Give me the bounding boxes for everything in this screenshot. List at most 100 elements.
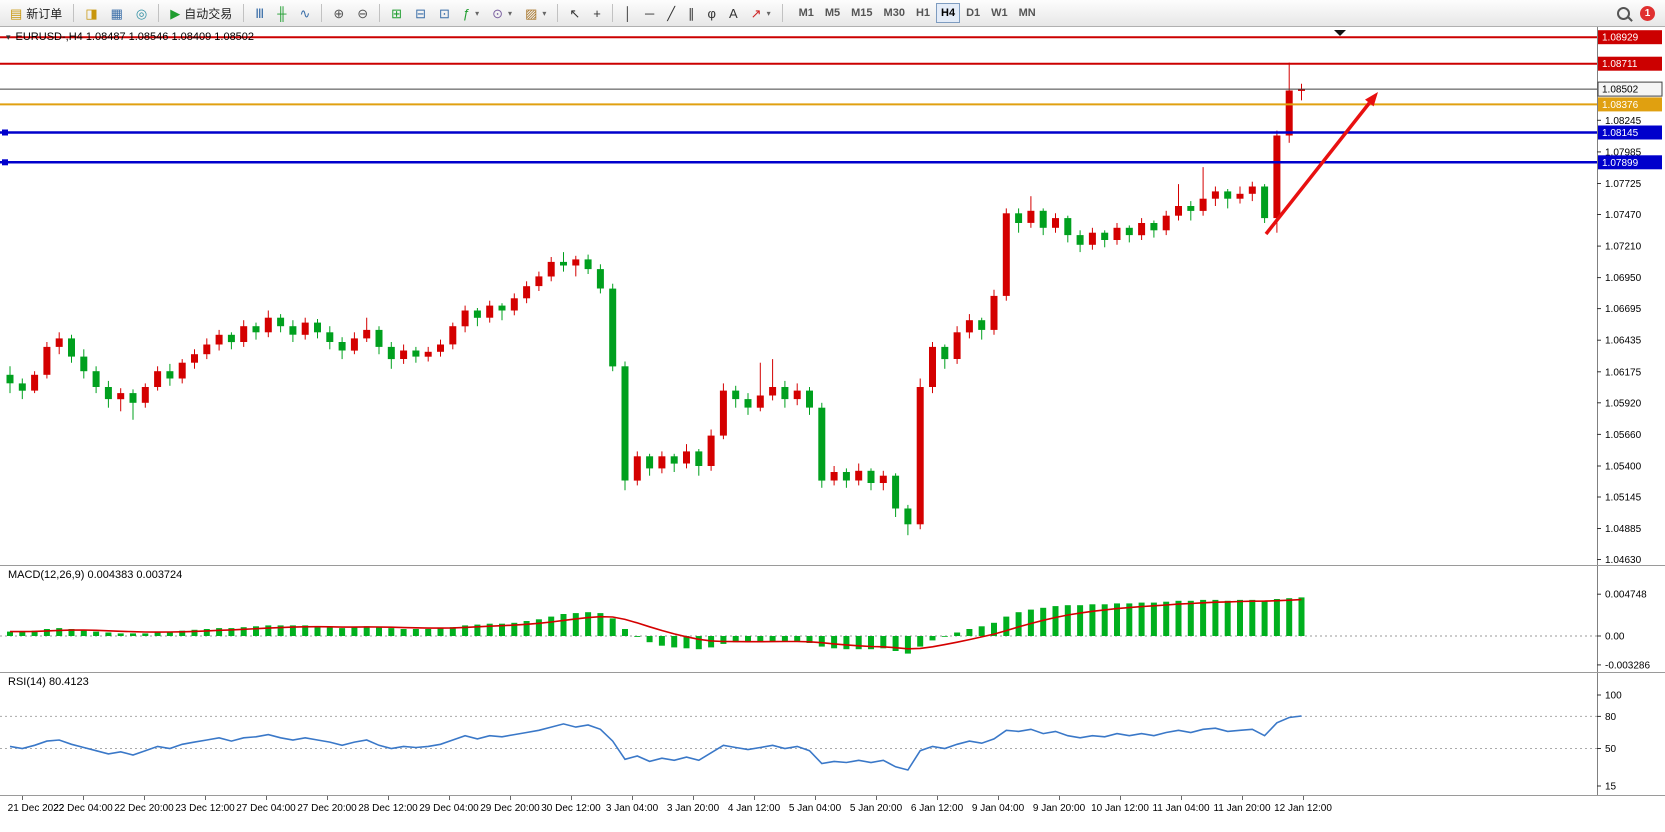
macd-bar (93, 631, 100, 636)
macd-bar (843, 636, 850, 650)
tf-d1-button[interactable]: D1 (961, 3, 985, 23)
candle-body (867, 470, 875, 483)
price-tick-label: 1.07470 (1605, 210, 1642, 221)
tf-m15-button[interactable]: M15 (846, 3, 877, 23)
time-label: 6 Jan 12:00 (910, 803, 964, 814)
new-order-button[interactable]: ▤ 新订单 (4, 2, 68, 24)
arrange-windows-button[interactable]: ⊡ (433, 2, 456, 24)
arrows-tool-button[interactable]: ↗ ▾ (745, 2, 777, 24)
tile-windows-button[interactable]: ⊞ (385, 2, 408, 24)
macd-bar (1163, 601, 1170, 636)
macd-bar (388, 628, 395, 636)
price-tick-label: 1.07725 (1605, 179, 1642, 190)
time-tick (571, 796, 572, 800)
tf-h1-button[interactable]: H1 (911, 3, 935, 23)
auto-trading-button[interactable]: ▶ 自动交易 (164, 2, 238, 24)
macd-bar (474, 624, 481, 636)
tf-mn-button[interactable]: MN (1014, 3, 1041, 23)
candle-body (252, 326, 260, 333)
macd-bar (1052, 606, 1059, 636)
fibonacci-button[interactable]: φ (702, 2, 722, 24)
navigator-button[interactable]: ◎ (130, 2, 153, 24)
candle-body (129, 393, 137, 403)
candle-body (929, 346, 936, 387)
candle-body (695, 451, 703, 466)
tf-m30-button[interactable]: M30 (879, 3, 910, 23)
time-axis[interactable]: 21 Dec 2022 22 Dec 04:00 22 Dec 20:00 23 De… (0, 795, 1665, 832)
macd-signal-line (10, 598, 1302, 650)
data-window-button[interactable]: ▦ (105, 2, 129, 24)
macd-bar (671, 636, 678, 648)
candle-body (818, 407, 826, 481)
macd-bar (68, 629, 75, 636)
new-order-label: 新订单 (26, 6, 63, 21)
macd-bar (868, 636, 874, 650)
collapse-icon[interactable]: ▾ (6, 31, 11, 42)
crosshair-button[interactable]: + (587, 2, 607, 24)
zoom-out-button[interactable]: ⊖ (351, 2, 374, 24)
tf-m1-button[interactable]: M1 (794, 3, 819, 23)
price-tick-label: 1.04630 (1605, 555, 1642, 565)
cursor-button[interactable]: ↖ (563, 2, 586, 24)
macd-tick-label: 0.00 (1605, 632, 1625, 643)
macd-bar (1261, 600, 1268, 636)
time-label: 4 Jan 12:00 (727, 803, 781, 814)
auto-trading-label: 自动交易 (184, 6, 233, 21)
time-label: 9 Jan 20:00 (1032, 803, 1086, 814)
candle-body (117, 393, 125, 400)
notification-badge[interactable]: 1 (1640, 5, 1655, 21)
macd-indicator-panel[interactable]: 0.004748 0.00 -0.003286 (0, 565, 1665, 673)
rsi-tick-label: 80 (1605, 712, 1617, 723)
macd-bar (1175, 600, 1182, 636)
trendline-button[interactable]: ╱ (661, 2, 681, 24)
cascade-windows-button[interactable]: ⊟ (409, 2, 432, 24)
indicators-button[interactable]: ƒ ▾ (457, 2, 485, 24)
candle-body (510, 298, 518, 311)
bars-chart-button[interactable]: Ⅲ (249, 2, 270, 24)
line-chart-button[interactable]: ∿ (293, 2, 316, 24)
candle-body (781, 387, 789, 400)
candle-body (277, 317, 285, 327)
fibonacci-icon: φ (707, 5, 716, 21)
macd-bar (400, 629, 407, 636)
text-tool-button[interactable]: A (723, 2, 744, 24)
candlestick-chart-button[interactable]: ╫ (271, 2, 292, 24)
macd-bar (991, 622, 997, 636)
candle-body (535, 276, 543, 287)
tf-m5-button[interactable]: M5 (820, 3, 845, 23)
periods-button[interactable]: ⊙ ▾ (486, 2, 518, 24)
candle-body (879, 475, 887, 483)
rsi-indicator-panel[interactable]: 100 80 50 15 (0, 672, 1665, 796)
macd-bar (548, 616, 555, 636)
macd-bar (437, 628, 444, 636)
price-line-label (1597, 81, 1663, 97)
horizontal-line-button[interactable]: ─ (639, 2, 660, 24)
tf-h4-button[interactable]: H4 (936, 3, 961, 23)
candle-body (1101, 232, 1109, 240)
chart-shift-marker[interactable] (1334, 30, 1346, 36)
candle-body (461, 310, 469, 327)
trend-arrow[interactable] (1264, 101, 1371, 236)
search-button[interactable] (1615, 5, 1632, 22)
market-watch-button[interactable]: ◨ (79, 2, 103, 24)
candle-body (904, 508, 912, 525)
candle-body (375, 329, 383, 347)
candle-body (104, 387, 112, 400)
candle-body (314, 322, 321, 333)
macd-bar (31, 630, 38, 636)
zoom-in-button[interactable]: ⊕ (327, 2, 350, 24)
macd-bar (511, 622, 518, 636)
tf-w1-button[interactable]: W1 (986, 3, 1013, 23)
candle-body (1125, 227, 1133, 236)
templates-button[interactable]: ▨ ▾ (519, 2, 552, 24)
time-tick (388, 796, 389, 800)
channel-button[interactable]: ∥ (682, 2, 701, 24)
line-handle[interactable] (2, 159, 8, 166)
line-handle[interactable] (2, 129, 8, 136)
macd-bar (191, 629, 198, 636)
price-tick-label: 1.05400 (1605, 462, 1642, 473)
main-price-chart[interactable]: 1.08245 1.07985 1.07725 1.07470 1.07210 1.069… (0, 26, 1665, 565)
data-window-icon: ▦ (110, 5, 123, 21)
chevron-down-icon: ▾ (542, 8, 547, 18)
vertical-line-button[interactable]: │ (618, 2, 638, 24)
